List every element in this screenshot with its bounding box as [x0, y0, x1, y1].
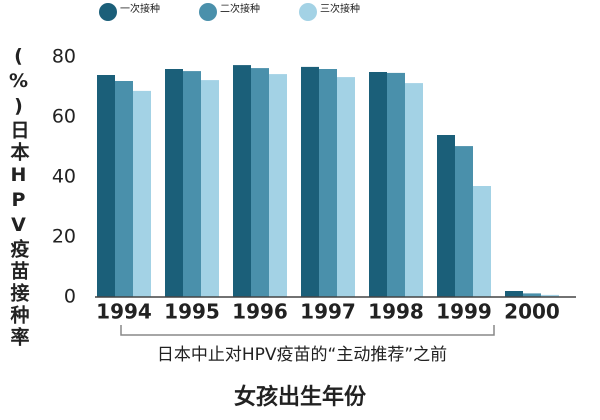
legend-swatch	[299, 3, 317, 21]
y-axis-label: (%)日本HPV疫苗接种率	[8, 45, 31, 349]
x-tick-label: 1997	[300, 300, 356, 324]
legend-swatch	[99, 3, 117, 21]
x-tick-label: 1998	[368, 300, 424, 324]
bar	[405, 83, 423, 297]
y-tick-label: 0	[64, 286, 76, 308]
bar	[523, 293, 541, 297]
bar	[541, 294, 559, 297]
bar	[133, 90, 151, 298]
annotation: 日本中止对HPV疫苗的“主动推荐”之前	[157, 345, 447, 365]
y-tick-label: 40	[52, 166, 76, 188]
y-tick-label: 20	[52, 226, 76, 248]
x-tick-label: 1999	[436, 300, 492, 324]
annotation-bracket	[120, 325, 495, 336]
bar	[387, 72, 405, 298]
bar	[301, 66, 319, 298]
x-tick-label: 2000	[504, 300, 560, 324]
x-tick-label: 1996	[232, 300, 288, 324]
bar	[165, 69, 183, 297]
bar	[473, 186, 491, 297]
bar	[251, 68, 269, 297]
bar	[319, 69, 337, 297]
bar	[97, 75, 115, 297]
legend-label: 一次接种	[120, 2, 160, 15]
bar	[269, 74, 287, 297]
bar	[455, 146, 473, 297]
x-tick-label: 1994	[96, 300, 152, 324]
bar	[505, 291, 523, 297]
bar	[337, 77, 355, 297]
legend-label: 三次接种	[320, 2, 360, 15]
y-tick-label: 60	[52, 106, 76, 128]
bar	[183, 71, 201, 297]
bar	[233, 65, 251, 297]
bar	[369, 72, 387, 297]
bar	[115, 81, 133, 297]
y-tick-label: 80	[52, 46, 76, 68]
x-axis-label: 女孩出生年份	[234, 384, 367, 410]
legend-label: 二次接种	[220, 2, 260, 15]
bar	[201, 80, 219, 297]
x-tick-label: 1995	[164, 300, 220, 324]
legend-swatch	[199, 3, 217, 21]
bar	[437, 135, 455, 297]
